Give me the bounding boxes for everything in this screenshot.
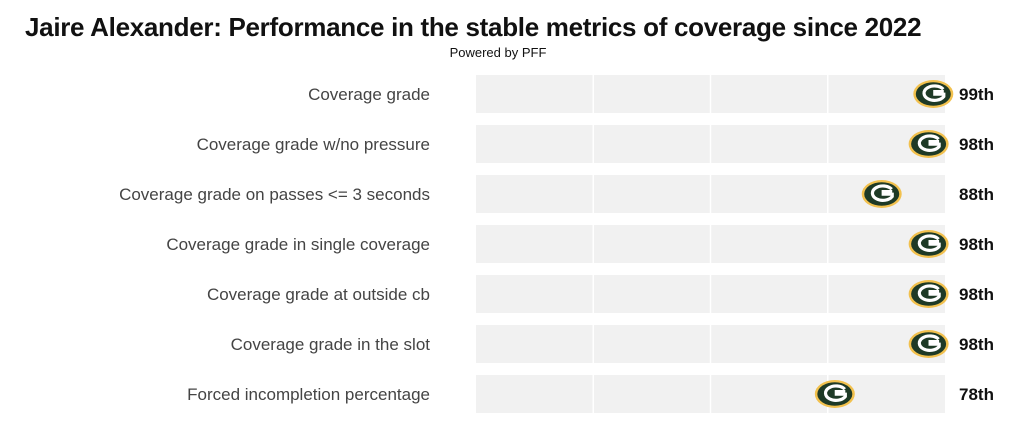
category-label: Coverage grade w/no pressure <box>197 135 430 154</box>
chart-subtitle: Powered by PFF <box>449 45 547 60</box>
value-label: 98th <box>959 235 994 254</box>
value-label: 98th <box>959 335 994 354</box>
chart-row: Coverage grade w/no pressure 98th <box>197 125 994 163</box>
chart-title: Jaire Alexander: Performance in the stab… <box>25 12 922 42</box>
chart-row: Coverage grade at outside cb 98th <box>207 275 994 313</box>
data-point-marker <box>907 128 951 160</box>
value-label: 78th <box>959 385 994 404</box>
category-label: Coverage grade at outside cb <box>207 285 430 304</box>
category-label: Coverage grade in single coverage <box>166 235 430 254</box>
category-label: Coverage grade on passes <= 3 seconds <box>119 185 430 204</box>
chart-row: Coverage grade on passes <= 3 seconds 88t… <box>119 175 994 213</box>
category-label: Coverage grade in the slot <box>231 335 431 354</box>
data-point-marker <box>911 78 955 110</box>
value-label: 88th <box>959 185 994 204</box>
chart-row: Forced incompletion percentage 78th <box>187 375 994 413</box>
data-point-marker <box>907 278 951 310</box>
value-label: 98th <box>959 135 994 154</box>
chart-row: Coverage grade in the slot 98th <box>231 325 994 363</box>
chart-row: Coverage grade in single coverage 98th <box>166 225 994 263</box>
value-label: 99th <box>959 85 994 104</box>
value-label: 98th <box>959 285 994 304</box>
data-point-marker <box>907 328 951 360</box>
data-point-marker <box>907 228 951 260</box>
category-label: Coverage grade <box>308 85 430 104</box>
data-point-marker <box>813 378 857 410</box>
data-point-marker <box>860 178 904 210</box>
chart-row: Coverage grade 99th <box>308 75 994 113</box>
category-label: Forced incompletion percentage <box>187 385 430 404</box>
